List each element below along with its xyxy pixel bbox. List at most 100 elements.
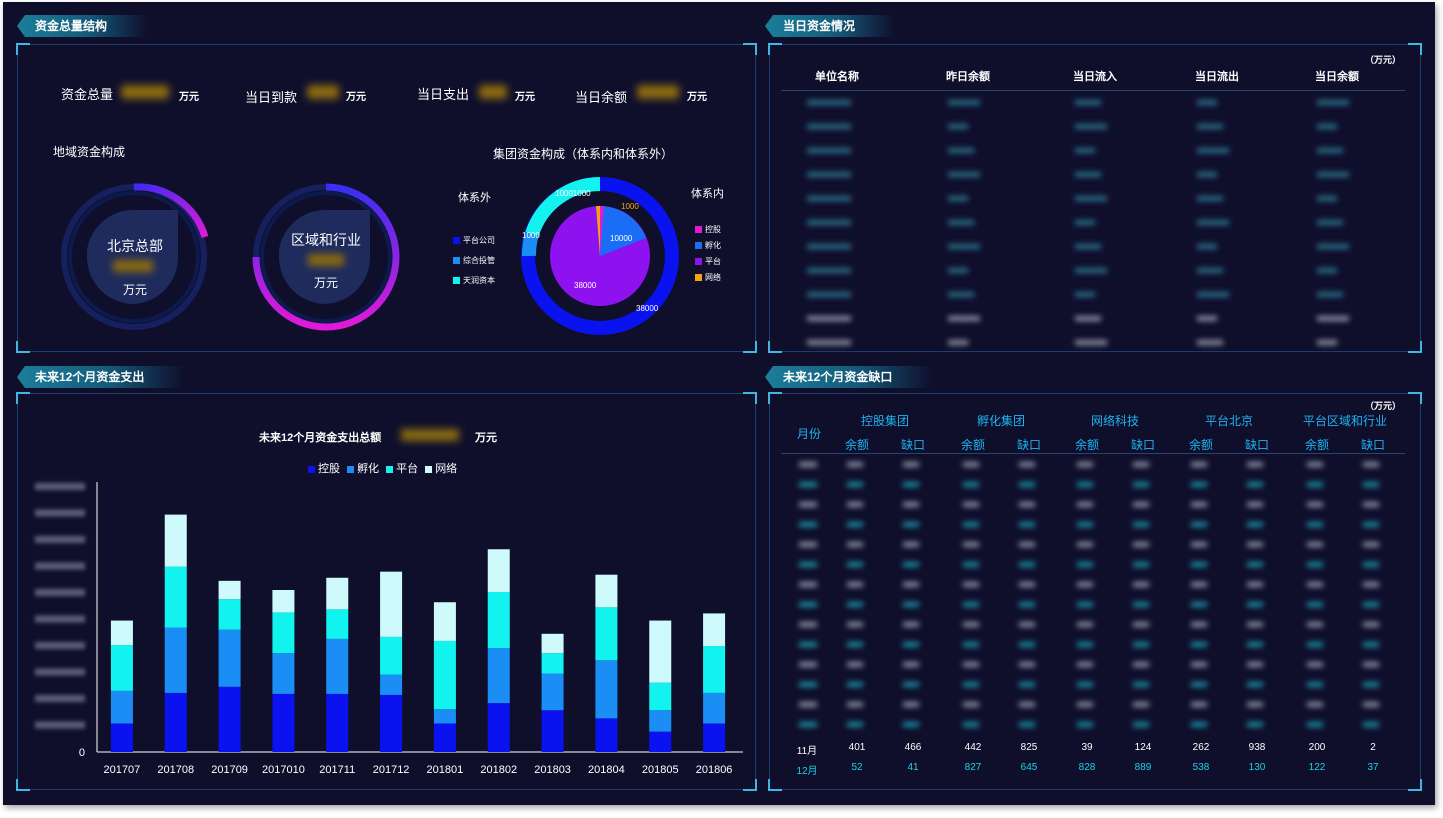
blurred-cell bbox=[1197, 316, 1217, 321]
group-title: 集团资金构成（体系内和体系外） bbox=[493, 147, 674, 161]
blurred-cell bbox=[1133, 662, 1149, 667]
bar-segment-平台 bbox=[649, 682, 672, 711]
blurred-cell bbox=[1191, 722, 1207, 727]
bar-segment-控股 bbox=[703, 723, 726, 752]
sub-header: 余额 bbox=[844, 438, 869, 452]
blurred-cell bbox=[1077, 602, 1093, 607]
panel-title-daily-capital: 当日资金情况 bbox=[765, 15, 896, 37]
blurred-cell bbox=[799, 582, 817, 587]
blurred-cell bbox=[1077, 642, 1093, 647]
blurred-cell bbox=[1307, 582, 1323, 587]
summary-unit: 万元 bbox=[515, 92, 535, 103]
blurred-cell bbox=[1133, 642, 1149, 647]
blurred-cell bbox=[1191, 582, 1207, 587]
blurred-cell bbox=[1197, 340, 1223, 345]
blurred-cell bbox=[847, 622, 863, 627]
table-cell: 130 bbox=[1248, 762, 1266, 773]
bar-segment-控股 bbox=[649, 731, 672, 752]
blurred-cell bbox=[1191, 602, 1207, 607]
blurred-cell bbox=[963, 602, 979, 607]
blurred-cell bbox=[963, 682, 979, 687]
x-tick-label: 2017010 bbox=[262, 764, 305, 776]
ring-hq-unit: 万元 bbox=[122, 283, 147, 297]
blurred-cell bbox=[1317, 172, 1349, 177]
pie-label: 10001000 bbox=[555, 189, 591, 198]
table-cell: 52 bbox=[851, 762, 863, 773]
blurred-cell bbox=[1247, 602, 1263, 607]
y-tick-label-blurred bbox=[35, 721, 85, 729]
blurred-cell bbox=[1317, 100, 1349, 105]
bar-segment-网络 bbox=[272, 590, 295, 613]
ring-region-unit: 万元 bbox=[313, 276, 338, 290]
daily-capital-panel: 当日资金情况 （万元） 单位名称 昨日余额 当日流入 当日流出 当日余额 bbox=[765, 2, 1433, 353]
legend-item: 孵化 bbox=[347, 463, 379, 475]
blurred-cell bbox=[963, 582, 979, 587]
legend-item: 平台 bbox=[386, 463, 418, 475]
x-tick-label: 201711 bbox=[319, 764, 355, 776]
y-tick-label-blurred bbox=[35, 695, 85, 702]
blurred-cell bbox=[1247, 662, 1263, 667]
y-tick-label-blurred bbox=[35, 483, 85, 490]
legend-item: 控股 bbox=[695, 222, 721, 238]
blurred-cell bbox=[1019, 502, 1035, 507]
sub-header: 缺口 bbox=[900, 438, 925, 452]
blurred-cell bbox=[1191, 522, 1207, 527]
blurred-cell bbox=[963, 662, 979, 667]
table-cell: 827 bbox=[964, 762, 982, 773]
blurred-cell bbox=[1133, 722, 1149, 727]
header-divider bbox=[781, 90, 1405, 91]
blurred-cell bbox=[807, 100, 851, 105]
blurred-cell bbox=[1197, 244, 1217, 249]
bar-segment-网络 bbox=[487, 549, 510, 593]
blurred-cell bbox=[1197, 100, 1217, 105]
bar-segment-网络 bbox=[649, 620, 672, 683]
blurred-cell bbox=[1191, 542, 1207, 547]
summary-value-blurred bbox=[121, 85, 169, 99]
y-tick-label-blurred bbox=[35, 615, 85, 623]
x-tick-label: 201801 bbox=[427, 764, 464, 776]
ring-hq-label: 北京总部 bbox=[107, 238, 163, 254]
blurred-cell bbox=[1363, 582, 1379, 587]
blurred-cell bbox=[1019, 482, 1035, 487]
bar-segment-网络 bbox=[326, 577, 349, 610]
blurred-cell bbox=[1363, 502, 1379, 507]
bar-segment-控股 bbox=[433, 723, 456, 752]
pie-label: 10000 bbox=[610, 234, 633, 243]
blurred-cell bbox=[1191, 502, 1207, 507]
blurred-cell bbox=[1133, 562, 1149, 567]
summary-unit: 万元 bbox=[687, 92, 707, 103]
pie-label: 38000 bbox=[636, 304, 659, 313]
blurred-cell bbox=[1019, 702, 1035, 707]
blurred-cell bbox=[903, 582, 919, 587]
y-tick-label-blurred bbox=[35, 589, 85, 596]
expenditure-bar-chart: 0 201707 201708 201709 2017010 201711 201712 20… bbox=[35, 482, 743, 776]
summary-label: 当日到款 bbox=[245, 90, 298, 105]
bar-segment-控股 bbox=[595, 718, 618, 752]
summary-unit: 万元 bbox=[179, 92, 199, 103]
blurred-cell bbox=[903, 502, 919, 507]
blurred-cell bbox=[1247, 482, 1263, 487]
bar-segment-孵化 bbox=[649, 710, 672, 732]
bar-segment-控股 bbox=[272, 693, 295, 752]
table-cell: 825 bbox=[1020, 742, 1038, 753]
bar-segment-平台 bbox=[164, 566, 187, 628]
blurred-cell bbox=[1247, 582, 1263, 587]
legend-item: 控股 bbox=[308, 463, 340, 475]
blurred-cell bbox=[807, 124, 851, 129]
blurred-cell bbox=[948, 196, 968, 201]
blurred-cell bbox=[903, 722, 919, 727]
blurred-cell bbox=[1363, 522, 1379, 527]
capital-structure-panel: 资金总量结构 资金总量 万元 当日到款 万元 当日支出 万元 当日余额 万元 地… bbox=[3, 2, 758, 353]
blurred-cell bbox=[1197, 124, 1223, 129]
blurred-cell bbox=[1307, 522, 1323, 527]
blurred-cell bbox=[799, 602, 817, 607]
blurred-cell bbox=[1247, 562, 1263, 567]
blurred-cell bbox=[799, 622, 817, 627]
ring-chart-hq bbox=[61, 183, 209, 330]
column-header: 当日余额 bbox=[1315, 71, 1359, 83]
bar-segment-网络 bbox=[218, 580, 241, 600]
x-tick-label: 201805 bbox=[642, 764, 679, 776]
panel-border bbox=[768, 43, 1422, 353]
blurred-cell bbox=[1075, 196, 1107, 201]
blurred-cell bbox=[1363, 462, 1379, 467]
